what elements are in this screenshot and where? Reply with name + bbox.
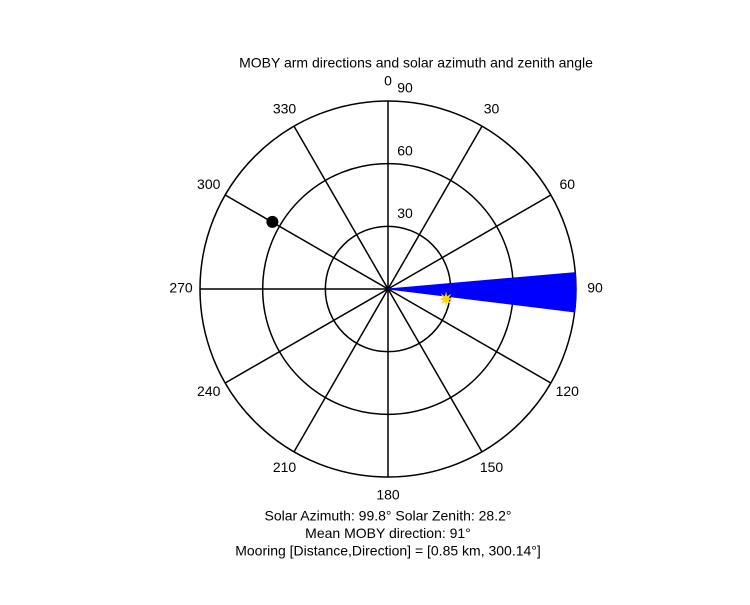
spoke bbox=[387, 288, 483, 453]
chart-title: MOBY arm directions and solar azimuth an… bbox=[239, 55, 593, 71]
azimuth-label: 330 bbox=[273, 100, 297, 116]
arm-wedge bbox=[387, 272, 577, 313]
mooring-point bbox=[266, 215, 279, 228]
sun-point bbox=[438, 291, 454, 307]
azimuth-label: 90 bbox=[587, 280, 603, 296]
azimuth-label: 180 bbox=[376, 487, 400, 503]
azimuth-label: 120 bbox=[556, 383, 580, 399]
azimuth-label: 150 bbox=[480, 459, 504, 475]
azimuth-label: 240 bbox=[197, 383, 221, 399]
azimuth-label: 300 bbox=[197, 176, 221, 192]
annotation: Solar Azimuth: 99.8° Solar Zenith: 28.2° bbox=[265, 508, 512, 524]
azimuth-label: 60 bbox=[559, 176, 575, 192]
spoke bbox=[293, 288, 389, 453]
annotation: Mean MOBY direction: 91° bbox=[305, 525, 471, 541]
spoke bbox=[224, 194, 389, 290]
azimuth-label: 0 bbox=[384, 73, 392, 89]
annotation: Mooring [Distance,Direction] = [0.85 km,… bbox=[235, 543, 541, 559]
radial-label: 30 bbox=[397, 205, 413, 221]
spoke bbox=[387, 194, 552, 290]
radial-label: 90 bbox=[397, 80, 413, 96]
spoke bbox=[387, 288, 552, 384]
radial-label: 60 bbox=[397, 142, 413, 158]
azimuth-label: 30 bbox=[484, 100, 500, 116]
spoke bbox=[224, 288, 389, 384]
azimuth-label: 210 bbox=[273, 459, 297, 475]
azimuth-label: 270 bbox=[169, 280, 193, 296]
spoke bbox=[293, 125, 389, 290]
spoke bbox=[387, 125, 483, 290]
